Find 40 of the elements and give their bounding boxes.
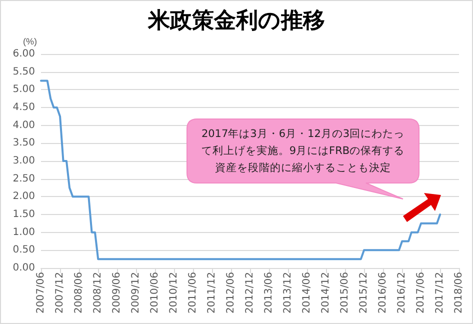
x-tick-label: 2009/06 xyxy=(112,272,123,314)
x-tick-label: 2012/12 xyxy=(244,272,256,314)
y-tick-label: 2.00 xyxy=(12,191,35,202)
x-tick-label: 2010/06 xyxy=(150,272,161,314)
y-tick-label: 5.00 xyxy=(12,84,35,96)
x-tick-label: 2015/12 xyxy=(358,272,370,314)
x-tick-label: 2015/06 xyxy=(339,272,350,314)
y-tick-label: 1.50 xyxy=(12,209,35,220)
x-tick-label: 2007/06 xyxy=(36,272,46,314)
x-tick-label: 2014/12 xyxy=(320,272,332,314)
x-tick-label: 2013/12 xyxy=(282,272,294,314)
x-tick-label: 2010/12 xyxy=(168,272,180,314)
x-tick-label: 2011/06 xyxy=(187,272,198,314)
y-tick-label: 5.50 xyxy=(12,66,35,78)
line-series xyxy=(40,80,442,260)
x-tick-label: 2017/12 xyxy=(434,272,446,314)
y-tick-label: 1.00 xyxy=(12,226,35,238)
x-tick-label: 2008/06 xyxy=(74,272,85,314)
x-tick-label: 2017/06 xyxy=(416,272,427,314)
y-tick-label: 2.50 xyxy=(12,173,35,184)
y-tick-label: 4.50 xyxy=(12,102,35,113)
x-tick-label: 2008/12 xyxy=(92,272,104,314)
chart-title: 米政策金利の推移 xyxy=(147,8,325,34)
x-tick-label: 2016/06 xyxy=(378,272,389,314)
x-tick-label: 2014/06 xyxy=(302,272,313,314)
y-tick-label: 6.00 xyxy=(12,48,35,60)
x-tick-label: 2011/12 xyxy=(206,272,218,314)
y-tick-label: 3.50 xyxy=(12,138,35,149)
y-axis-title: (%) xyxy=(23,36,37,46)
x-tick-label: 2007/12 xyxy=(54,272,66,314)
x-tick-label: 2013/06 xyxy=(264,272,275,314)
annotation: 2017年は3月・6月・12月の3回にわたって利上げを実施。9月にはFRBの保有する資産を段階的に縮小することも決定 xyxy=(200,126,406,176)
y-tick-label: 3.00 xyxy=(12,156,35,166)
x-tick-label: 2018/06 xyxy=(454,272,464,314)
x-tick-label: 2012/06 xyxy=(226,272,237,314)
x-tick-label: 2016/12 xyxy=(396,272,408,314)
y-tick-label: 4.00 xyxy=(12,120,35,131)
y-tick-label: 0.50 xyxy=(12,244,35,256)
x-tick-label: 2009/12 xyxy=(130,272,142,314)
y-tick-label: 0.00 xyxy=(12,262,35,274)
